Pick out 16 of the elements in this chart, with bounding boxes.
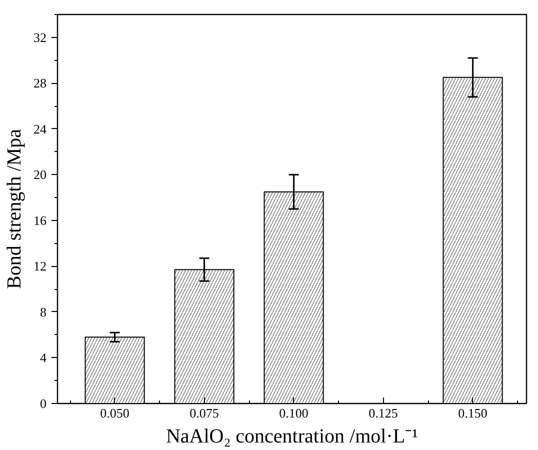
y-tick-label: 24 bbox=[34, 121, 47, 136]
y-tick-label: 8 bbox=[40, 304, 46, 320]
y-tick-label: 32 bbox=[34, 30, 46, 45]
x-tick-label: 0.125 bbox=[368, 406, 398, 420]
x-tick-label: 0.150 bbox=[458, 406, 488, 420]
y-tick-label: 16 bbox=[34, 212, 47, 228]
x-tick-label: 0.050 bbox=[100, 406, 130, 420]
y-tick-label: 12 bbox=[34, 258, 46, 274]
x-tick-label: 0.100 bbox=[279, 406, 308, 420]
y-tick-label: 0 bbox=[40, 396, 46, 411]
y-axis-title: Bond strength /Mpa bbox=[4, 128, 26, 289]
y-tick-label: 28 bbox=[34, 76, 46, 91]
x-axis-title: NaAlO₂ concentration /mol·L⁻¹ bbox=[166, 426, 418, 448]
x-tick-label: 0.075 bbox=[190, 406, 219, 420]
y-tick-label: 4 bbox=[40, 350, 47, 366]
y-tick-label: 20 bbox=[34, 167, 46, 182]
